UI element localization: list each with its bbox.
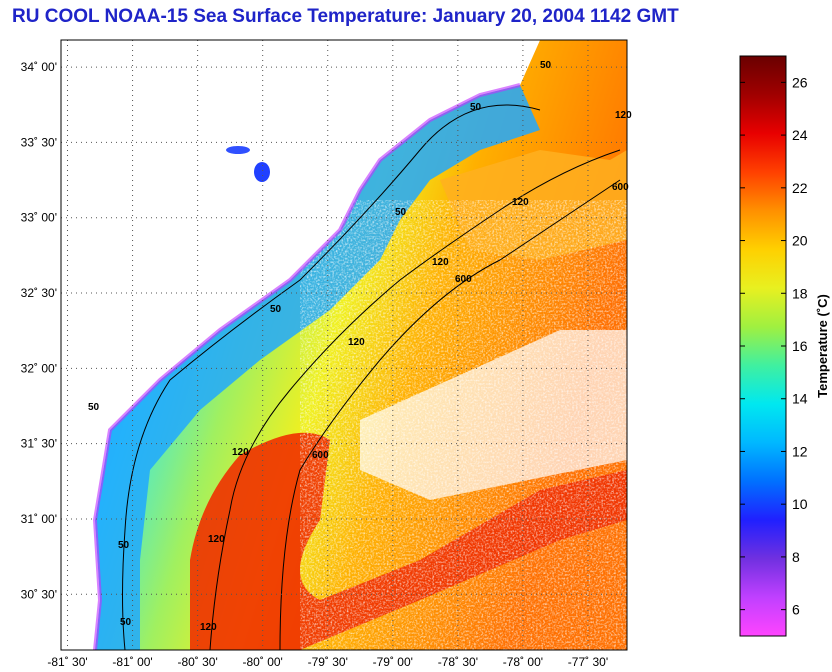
longitude-label: -78˚ 00' xyxy=(503,655,543,669)
contour-labels: 50 50 50 50 50 50 50 120 120 120 120 120 120 120 600 60… xyxy=(88,60,632,633)
inland-lake xyxy=(254,162,270,182)
colorbar-gradient xyxy=(739,55,787,637)
isobath-120 xyxy=(209,149,621,650)
isobath-label: 120 xyxy=(432,257,449,268)
latitude-ticks: 34˚ 00' 33˚ 30' 33˚ 00' 32˚ 30' 32˚ 00' 31˚ 3… xyxy=(21,60,57,601)
isobath-label: 120 xyxy=(615,110,632,121)
colorbar-tick-label: 8 xyxy=(792,549,800,565)
longitude-label: -78˚ 30' xyxy=(438,655,478,669)
isobath-label: 50 xyxy=(88,402,100,413)
isobath-label: 600 xyxy=(312,450,329,461)
latitude-label: 33˚ 00' xyxy=(21,211,57,225)
sst-field xyxy=(61,40,627,650)
longitude-label: -77˚ 30' xyxy=(568,655,608,669)
colorbar-tick-label: 6 xyxy=(792,602,800,618)
colorbar-tick-label: 16 xyxy=(792,338,808,354)
colorbar-tick-label: 22 xyxy=(792,180,808,196)
isobath-label: 50 xyxy=(395,207,407,218)
colorbar-tick-label: 12 xyxy=(792,443,808,459)
land xyxy=(61,40,540,650)
isobath-50 xyxy=(122,104,541,650)
latitude-label: 32˚ 00' xyxy=(21,361,57,375)
isobath-600 xyxy=(279,179,621,650)
page-title: RU COOL NOAA-15 Sea Surface Temperature:… xyxy=(12,6,679,27)
colorbar-tick-label: 26 xyxy=(792,74,808,90)
longitude-label: -81˚ 00' xyxy=(112,655,152,669)
longitude-label: -80˚ 00' xyxy=(243,655,283,669)
latitude-label: 34˚ 00' xyxy=(21,60,57,74)
longitude-label: -79˚ 00' xyxy=(373,655,413,669)
isobath-label: 600 xyxy=(612,182,629,193)
coastline xyxy=(92,83,521,650)
colorbar-tick-label: 24 xyxy=(792,127,808,143)
latitude-label: 32˚ 30' xyxy=(21,286,57,300)
cloud-speckle xyxy=(300,200,627,650)
isobath-label: 600 xyxy=(455,274,472,285)
longitude-ticks: -81˚ 30' -81˚ 00' -80˚ 30' -80˚ 00' -79˚ 30'… xyxy=(47,655,608,669)
latitude-label: 30˚ 30' xyxy=(21,587,57,601)
isobath-label: 50 xyxy=(270,304,282,315)
latitude-label: 31˚ 00' xyxy=(21,512,57,526)
colorbar-label: Temperature (˚C) xyxy=(815,294,830,398)
colorbar-tick-label: 14 xyxy=(792,391,808,407)
isobath-label: 50 xyxy=(470,102,482,113)
longitude-label: -79˚ 30' xyxy=(308,655,348,669)
latitude-label: 33˚ 30' xyxy=(21,135,57,149)
inland-lake xyxy=(226,146,250,154)
isobath-label: 50 xyxy=(120,617,132,628)
gulf-stream xyxy=(190,432,627,650)
isobath-label: 120 xyxy=(348,337,365,348)
colorbar-tick-label: 18 xyxy=(792,285,808,301)
map-frame xyxy=(60,39,628,651)
nearshore-band xyxy=(95,85,540,650)
colorbar-tick-label: 20 xyxy=(792,233,808,249)
latitude-label: 31˚ 30' xyxy=(21,437,57,451)
longitude-label: -80˚ 30' xyxy=(177,655,217,669)
isobath-label: 120 xyxy=(232,447,249,458)
isobath-label: 120 xyxy=(200,622,217,633)
isobath-label: 120 xyxy=(512,197,529,208)
colorbar-tick-label: 10 xyxy=(792,496,808,512)
isobath-label: 120 xyxy=(208,534,225,545)
colorbar: 26 24 22 20 18 16 14 12 10 8 6 Temperature (˚C) xyxy=(739,55,830,637)
graticule xyxy=(61,40,627,650)
longitude-label: -81˚ 30' xyxy=(47,655,87,669)
isobath-label: 50 xyxy=(118,540,130,551)
isobath-label: 50 xyxy=(540,60,552,71)
